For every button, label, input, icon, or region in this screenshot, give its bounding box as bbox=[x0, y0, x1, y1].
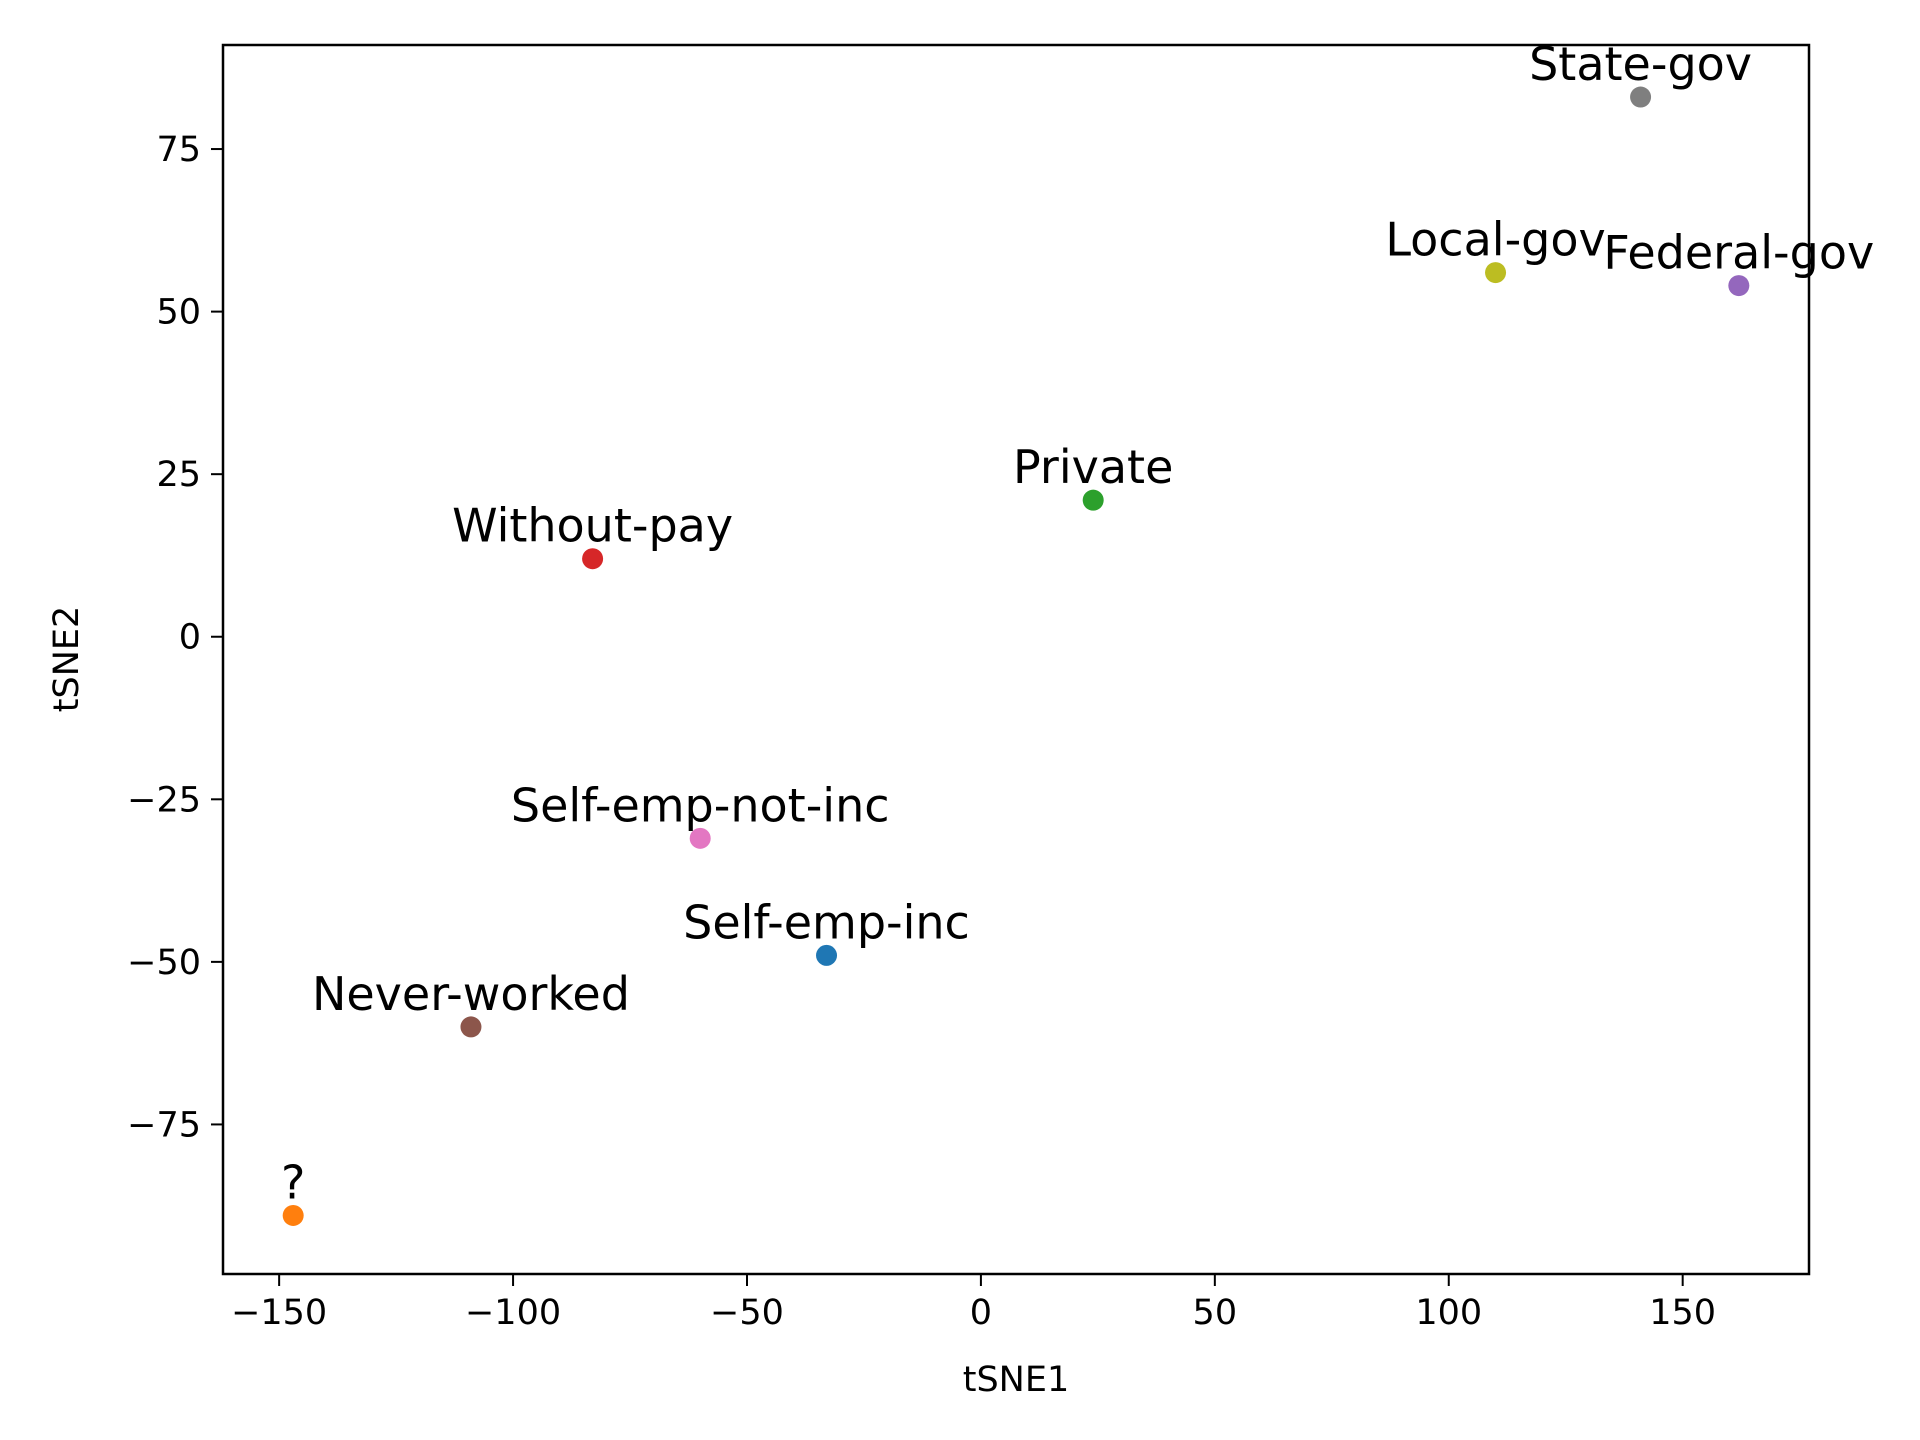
scatter-point bbox=[1630, 86, 1652, 108]
x-tick-label: −150 bbox=[231, 1293, 327, 1333]
y-tick-label: 0 bbox=[179, 618, 201, 658]
scatter-point bbox=[1485, 262, 1507, 284]
point-label: Self-emp-inc bbox=[683, 895, 970, 949]
scatter-point bbox=[689, 827, 711, 849]
point-label: ? bbox=[281, 1155, 305, 1209]
points-layer: State-govLocal-govFederal-govPrivateWith… bbox=[281, 37, 1874, 1226]
y-tick-label: −25 bbox=[127, 780, 201, 820]
scatter-point bbox=[1728, 275, 1750, 297]
x-tick-label: 150 bbox=[1649, 1293, 1716, 1333]
x-axis-label: tSNE1 bbox=[963, 1360, 1070, 1400]
y-axis: −75 −50 −25 0 25 50 75 bbox=[127, 130, 223, 1145]
point-label: Without-pay bbox=[452, 499, 733, 553]
point-label: Federal-gov bbox=[1603, 226, 1874, 280]
y-tick-label: −50 bbox=[127, 943, 201, 983]
point-label: Local-gov bbox=[1385, 213, 1605, 267]
x-tick-label: 50 bbox=[1193, 1293, 1238, 1333]
x-axis: −150 −100 −50 0 50 100 150 bbox=[231, 1274, 1716, 1333]
scatter-point bbox=[816, 944, 838, 966]
x-tick-label: −100 bbox=[465, 1293, 561, 1333]
point-label: Self-emp-not-inc bbox=[511, 778, 890, 832]
y-tick-label: 75 bbox=[156, 130, 201, 170]
x-tick-label: 0 bbox=[970, 1293, 992, 1333]
scatter-point bbox=[282, 1204, 304, 1226]
point-label: Private bbox=[1013, 440, 1173, 494]
x-tick-label: 100 bbox=[1415, 1293, 1482, 1333]
y-axis-label: tSNE2 bbox=[47, 606, 87, 713]
y-tick-label: 25 bbox=[156, 455, 201, 495]
scatter-point bbox=[1082, 489, 1104, 511]
scatter-point bbox=[582, 548, 604, 570]
plot-frame bbox=[221, 43, 1811, 1276]
scatter-point bbox=[460, 1016, 482, 1038]
y-tick-label: 50 bbox=[156, 293, 201, 333]
point-label: Never-worked bbox=[312, 967, 630, 1021]
y-tick-label: −75 bbox=[127, 1105, 201, 1145]
x-tick-label: −50 bbox=[710, 1293, 784, 1333]
